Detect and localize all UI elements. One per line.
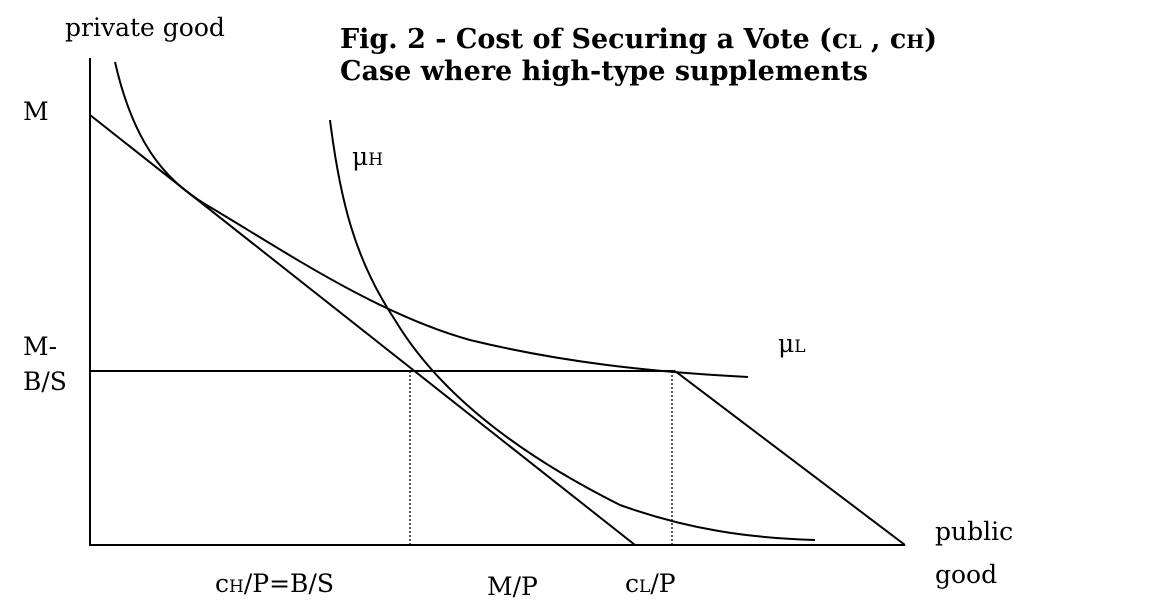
title-part: Fig. 2 - Cost of Securing a Vote (c — [340, 24, 848, 55]
mu-l-curve — [114, 61, 749, 378]
x-label-mp: M/P — [487, 572, 538, 601]
mu: μ — [352, 142, 368, 171]
label-part: /P — [650, 569, 675, 598]
title-part: , c — [862, 24, 907, 55]
label-part: c — [625, 569, 639, 598]
y-label-m: M — [23, 97, 49, 126]
y-label-m-bs: B/S — [23, 367, 67, 396]
title-part: ) — [924, 24, 937, 55]
title: Fig. 2 - Cost of Securing a Vote (cL , c… — [340, 24, 937, 55]
title-subscript: H — [906, 31, 924, 53]
mu-l-label: μL — [778, 329, 806, 358]
label-part: /P=B/S — [244, 569, 334, 598]
label-part: c — [215, 569, 229, 598]
title-subscript: L — [848, 31, 861, 53]
subscript: H — [368, 150, 383, 170]
x-label-ch: cH/P=B/S — [215, 569, 334, 598]
kinked-budget — [674, 370, 906, 546]
x-axis-label: good — [935, 560, 997, 589]
mu: μ — [778, 329, 794, 358]
y-axis-label: private good — [65, 13, 225, 42]
x-label-cl: cL/P — [625, 569, 676, 598]
y-label-m-bs: M- — [23, 332, 57, 361]
subscript: L — [639, 577, 650, 597]
mu-h-curve — [329, 119, 816, 541]
subtitle: Case where high-type supplements — [340, 56, 868, 87]
x-axis-label: public — [935, 517, 1013, 546]
subscript: H — [229, 577, 244, 597]
mu-h-label: μH — [352, 142, 383, 171]
subscript: L — [794, 337, 805, 357]
